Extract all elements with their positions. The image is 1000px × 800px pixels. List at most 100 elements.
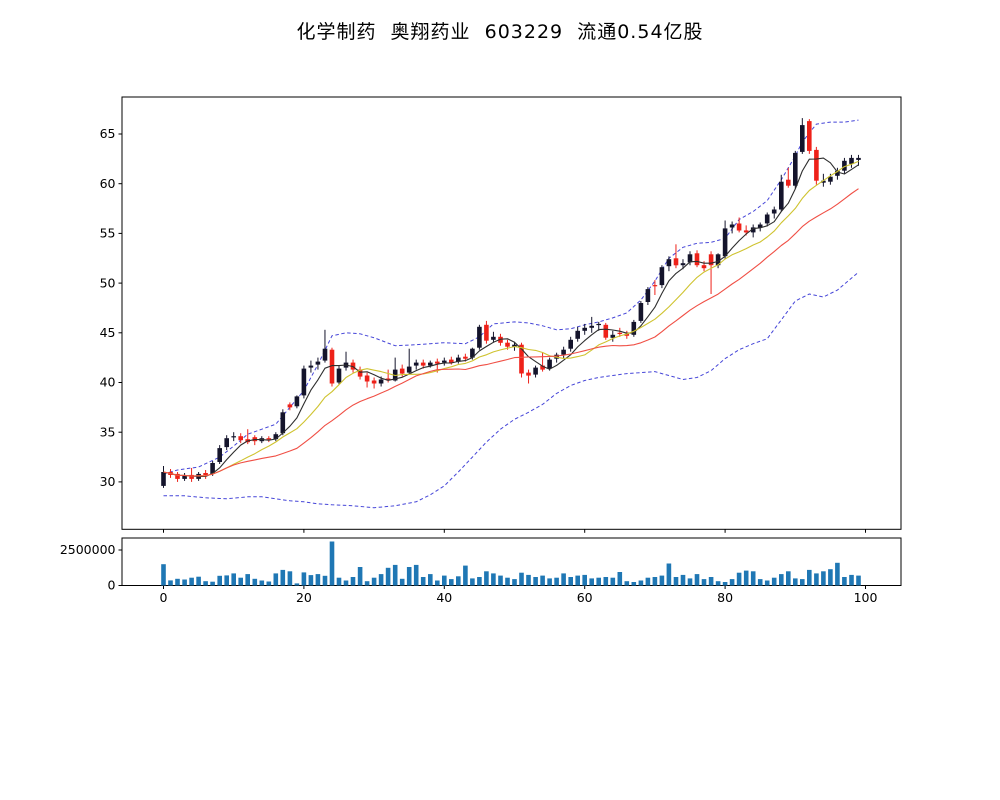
- volume-bar: [849, 574, 854, 586]
- volume-bar: [428, 574, 433, 586]
- candle-body: [673, 258, 679, 266]
- volume-bar: [182, 579, 187, 586]
- volume-bar: [224, 575, 229, 586]
- volume-bar: [856, 575, 861, 586]
- volume-bar: [406, 567, 412, 586]
- volume-bar: [217, 575, 222, 586]
- volume-bar: [364, 581, 370, 586]
- candle-body: [336, 368, 342, 383]
- volume-bar: [624, 581, 630, 586]
- candle-body: [512, 344, 517, 347]
- candle-body: [652, 285, 658, 287]
- candle-body: [526, 372, 531, 376]
- candle-body: [561, 349, 566, 355]
- candle-body: [189, 474, 194, 479]
- candle-body: [666, 259, 672, 267]
- volume-bar: [764, 580, 770, 586]
- candle-body: [428, 362, 433, 366]
- volume-bar: [512, 579, 517, 586]
- candle-body: [357, 369, 363, 377]
- candle-body: [821, 180, 826, 183]
- candle-body: [610, 334, 616, 338]
- x-tick-label: 60: [577, 590, 593, 605]
- volume-bar: [575, 575, 580, 586]
- volume-bar: [484, 571, 489, 586]
- candle-body: [322, 348, 328, 361]
- candle-body: [800, 125, 805, 152]
- candle-body: [786, 179, 791, 186]
- volume-bar: [561, 573, 566, 586]
- candle-body: [793, 152, 798, 186]
- y-tick-label: 45: [100, 325, 116, 340]
- volume-bar: [343, 580, 349, 586]
- candle-body: [308, 365, 314, 368]
- candle-body: [477, 326, 482, 348]
- upper-band-line: [163, 119, 859, 475]
- volume-bar: [491, 573, 496, 586]
- candle-body: [736, 223, 742, 231]
- volume-bar: [477, 577, 482, 586]
- volume-bar: [687, 578, 693, 586]
- x-tick-label: 20: [296, 590, 312, 605]
- volume-bar: [308, 575, 314, 586]
- volume-bar: [498, 575, 503, 586]
- volume-bar: [315, 574, 321, 586]
- volume-bar: [273, 573, 279, 586]
- volume-bar: [526, 574, 531, 586]
- candle-body: [301, 368, 307, 396]
- candle-body: [547, 359, 552, 369]
- volume-bar: [336, 577, 342, 586]
- x-tick-label: 40: [436, 590, 452, 605]
- volume-bar: [392, 564, 398, 586]
- volume-bar: [736, 572, 742, 586]
- volume-bar: [238, 577, 243, 586]
- volume-bar: [505, 577, 510, 586]
- volume-bar: [231, 573, 236, 586]
- candle-body: [491, 336, 496, 340]
- volume-bar: [350, 577, 356, 586]
- candle-body: [624, 333, 630, 336]
- candle-body: [224, 438, 229, 448]
- candle-body: [835, 170, 840, 176]
- volume-bar: [617, 572, 623, 586]
- volume-bar: [378, 574, 384, 586]
- candle-body: [638, 303, 644, 321]
- volume-bar: [252, 578, 258, 586]
- candle-body: [771, 209, 777, 214]
- candle-body: [519, 344, 524, 374]
- volume-bar: [322, 575, 328, 586]
- candle-body: [807, 121, 812, 151]
- volume-bar: [807, 569, 812, 586]
- candle-body: [371, 380, 377, 384]
- candle-body: [435, 361, 440, 364]
- volume-bar: [196, 576, 201, 586]
- candle-body: [182, 475, 187, 479]
- volume-bar: [603, 577, 609, 586]
- candle-body: [757, 224, 763, 228]
- ma5-line: [163, 157, 859, 478]
- volume-bar: [771, 577, 777, 586]
- volume-bar: [385, 567, 391, 586]
- volume-bar: [680, 574, 686, 586]
- candle-body: [484, 324, 489, 341]
- volume-bar: [175, 578, 180, 586]
- ma10-line: [163, 160, 859, 477]
- volume-bar: [203, 581, 208, 586]
- volume-bar: [589, 578, 594, 586]
- candle-body: [385, 378, 391, 381]
- volume-bar: [835, 562, 840, 586]
- candle-body: [540, 365, 545, 370]
- main-plot-border: [121, 96, 902, 530]
- candle-body: [399, 368, 405, 374]
- volume-bar: [287, 571, 293, 586]
- x-tick-label: 100: [854, 590, 878, 605]
- candle-body: [722, 228, 728, 257]
- volume-bar: [189, 577, 194, 586]
- candle-body: [364, 375, 370, 382]
- volume-bar: [610, 577, 616, 586]
- volume-bar: [715, 581, 721, 586]
- volume-bar: [266, 581, 272, 586]
- candle-body: [231, 436, 236, 438]
- candle-body: [406, 366, 412, 373]
